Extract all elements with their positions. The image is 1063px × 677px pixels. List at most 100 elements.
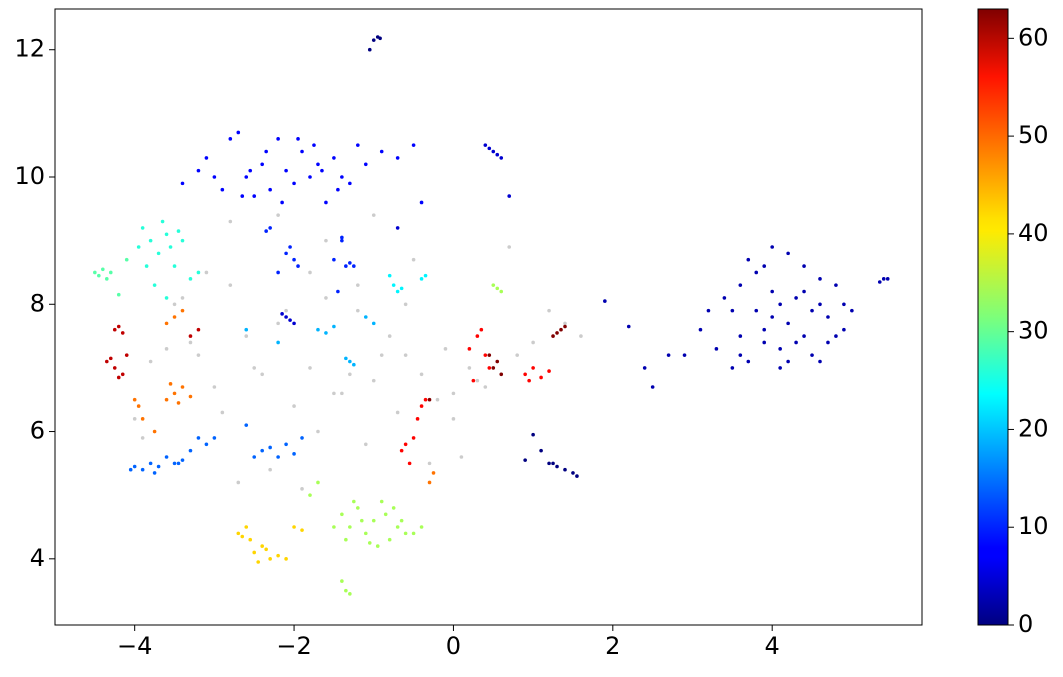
point bbox=[276, 213, 280, 217]
point bbox=[698, 327, 703, 332]
point bbox=[156, 251, 161, 256]
point bbox=[188, 448, 193, 453]
point bbox=[324, 331, 328, 335]
point bbox=[626, 324, 631, 329]
point bbox=[387, 334, 392, 338]
y-tick-label: 6 bbox=[30, 417, 45, 445]
point bbox=[495, 359, 500, 364]
point bbox=[348, 372, 352, 377]
point bbox=[188, 340, 193, 345]
point bbox=[292, 525, 296, 529]
point bbox=[112, 366, 117, 370]
point bbox=[383, 512, 388, 517]
plot-points bbox=[93, 35, 890, 596]
point bbox=[244, 175, 249, 179]
point bbox=[551, 334, 555, 338]
point bbox=[738, 334, 743, 338]
point bbox=[356, 283, 360, 287]
point bbox=[344, 588, 348, 593]
point bbox=[479, 327, 484, 332]
point bbox=[371, 378, 376, 383]
point bbox=[244, 334, 249, 338]
point bbox=[411, 531, 416, 536]
point bbox=[120, 331, 125, 335]
point bbox=[248, 168, 253, 173]
point bbox=[264, 229, 268, 233]
point bbox=[148, 359, 153, 364]
point bbox=[164, 321, 169, 326]
point bbox=[387, 537, 392, 542]
y-tick-label: 8 bbox=[30, 289, 45, 317]
point bbox=[332, 391, 336, 396]
point bbox=[810, 308, 814, 313]
point bbox=[423, 397, 428, 402]
point bbox=[356, 308, 360, 313]
point bbox=[371, 321, 376, 326]
point bbox=[427, 461, 432, 466]
point bbox=[160, 219, 165, 224]
point bbox=[348, 181, 352, 186]
x-tick-label: −4 bbox=[117, 632, 152, 660]
point bbox=[140, 417, 145, 421]
point bbox=[172, 264, 177, 268]
point bbox=[252, 194, 257, 198]
colorbar-tick-label: 60 bbox=[1018, 23, 1049, 51]
y-tick-label: 10 bbox=[14, 162, 45, 190]
point bbox=[379, 499, 384, 504]
point bbox=[399, 448, 404, 453]
point bbox=[507, 194, 512, 198]
point bbox=[842, 302, 846, 307]
point bbox=[188, 277, 193, 281]
point bbox=[411, 257, 416, 262]
point bbox=[180, 181, 185, 186]
point bbox=[172, 302, 177, 307]
point bbox=[738, 283, 743, 287]
point bbox=[344, 264, 348, 268]
point bbox=[379, 149, 384, 154]
point bbox=[531, 432, 535, 437]
point bbox=[850, 308, 854, 313]
point bbox=[483, 353, 488, 357]
point bbox=[196, 353, 201, 357]
point bbox=[746, 257, 751, 262]
x-tick-label: 0 bbox=[446, 632, 461, 660]
point bbox=[316, 327, 320, 332]
point bbox=[770, 245, 774, 249]
colorbar-tick-label: 40 bbox=[1018, 219, 1049, 247]
point bbox=[172, 315, 177, 319]
point bbox=[363, 315, 368, 319]
point bbox=[268, 557, 272, 561]
point bbox=[204, 156, 209, 160]
point bbox=[818, 302, 822, 307]
point bbox=[403, 442, 408, 447]
point bbox=[348, 592, 352, 596]
point bbox=[276, 270, 280, 275]
point bbox=[176, 229, 181, 233]
point bbox=[101, 267, 105, 272]
point bbox=[308, 366, 312, 370]
point bbox=[140, 467, 145, 472]
point bbox=[248, 537, 253, 542]
y-tick-label: 12 bbox=[14, 35, 45, 63]
point bbox=[407, 461, 412, 466]
point bbox=[826, 340, 830, 345]
point bbox=[794, 296, 798, 300]
colorbar bbox=[977, 8, 1009, 626]
point bbox=[316, 429, 320, 434]
point bbox=[431, 471, 436, 475]
point bbox=[491, 283, 496, 287]
point bbox=[340, 235, 344, 240]
point bbox=[172, 391, 177, 396]
point bbox=[881, 277, 886, 281]
point bbox=[324, 296, 328, 300]
point bbox=[403, 353, 408, 357]
x-tick-label: −2 bbox=[276, 632, 311, 660]
point bbox=[352, 499, 356, 504]
point bbox=[292, 181, 296, 186]
point bbox=[527, 378, 531, 383]
point bbox=[300, 436, 304, 440]
point bbox=[240, 534, 245, 539]
point bbox=[332, 324, 336, 329]
point bbox=[140, 436, 145, 440]
